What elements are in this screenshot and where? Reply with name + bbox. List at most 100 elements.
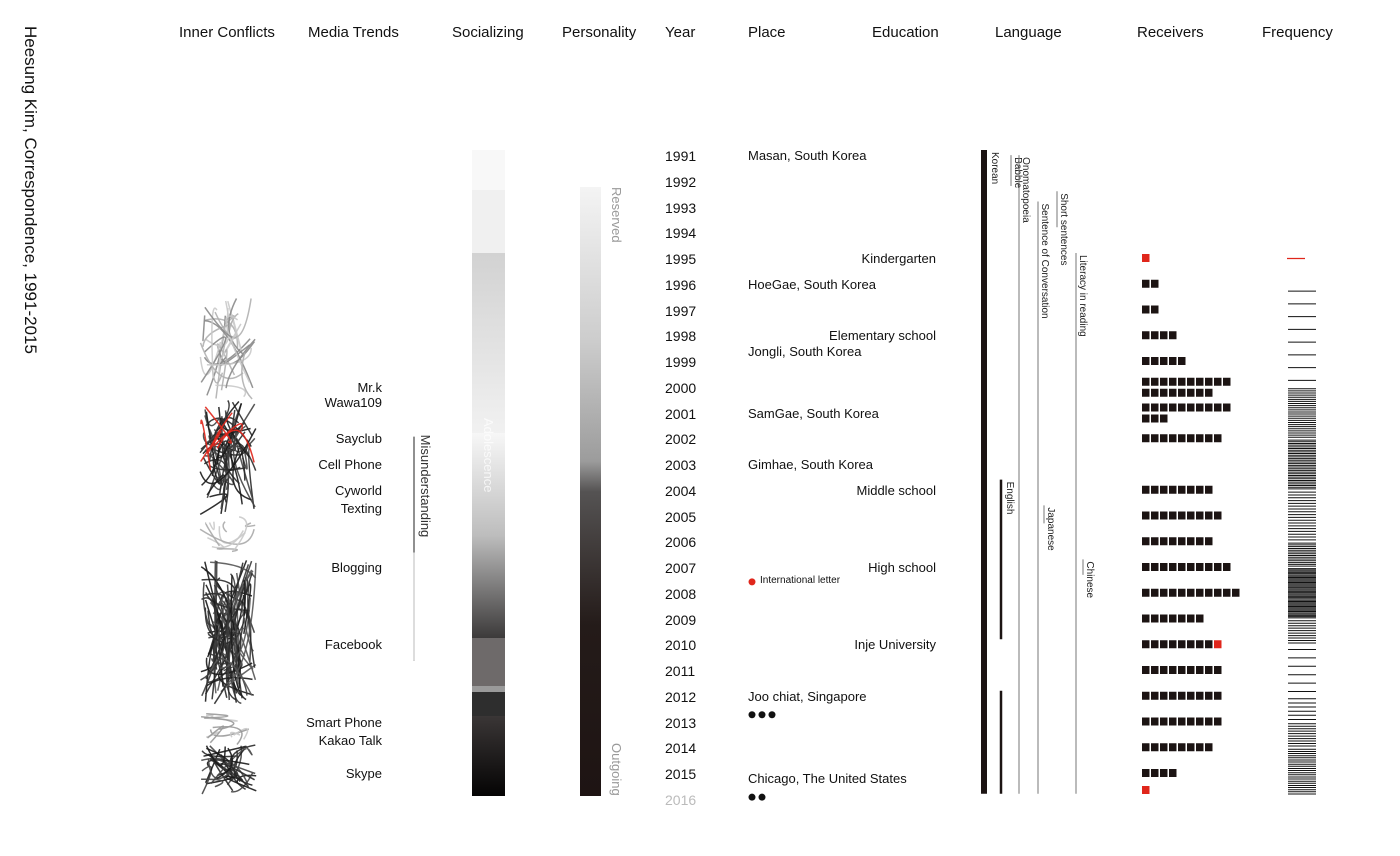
header-education: Education — [872, 24, 939, 41]
receiver-square — [1223, 563, 1231, 571]
inner-conflict-stroke — [202, 315, 206, 342]
inner-conflict-stroke — [212, 643, 228, 698]
receiver-square — [1142, 403, 1150, 412]
receiver-square — [1214, 434, 1222, 443]
receiver-square — [1214, 563, 1222, 571]
inner-conflict-stroke — [204, 712, 229, 719]
receiver-square — [1178, 537, 1186, 546]
receiver-square — [1196, 614, 1204, 623]
receiver-square — [1169, 614, 1177, 623]
receiver-square — [1187, 743, 1195, 752]
inner-conflict-stroke — [211, 307, 218, 379]
inner-conflict-stroke — [199, 342, 244, 380]
receiver-square — [1196, 377, 1204, 386]
receiver-square — [1178, 563, 1186, 571]
year-label: 1991 — [665, 148, 697, 164]
receiver-square — [1178, 434, 1186, 443]
year-label: 1994 — [665, 225, 697, 242]
inner-conflict-stroke — [228, 298, 244, 355]
inner-conflict-stroke — [215, 384, 247, 398]
receiver-square — [1160, 717, 1168, 726]
receiver-square — [1196, 434, 1204, 443]
receiver-square — [1214, 640, 1222, 649]
receiver-square — [1187, 537, 1195, 546]
receiver-square — [1169, 717, 1177, 726]
year-label: 2002 — [665, 431, 697, 448]
receiver-square — [1205, 691, 1213, 700]
receiver-square — [1142, 254, 1150, 262]
receiver-square — [1142, 640, 1150, 649]
receiver-square — [1214, 403, 1222, 412]
year-label: 2008 — [665, 585, 697, 602]
receiver-square — [1196, 691, 1204, 700]
language-label: Japanese — [1045, 507, 1056, 551]
year-label: 2013 — [665, 714, 697, 731]
inner-conflict-stroke — [202, 582, 214, 635]
inner-conflict-stroke — [216, 747, 234, 780]
inner-conflict-stroke — [205, 745, 226, 767]
receiver-square — [1214, 717, 1222, 726]
inner-conflict-stroke — [230, 575, 247, 701]
receiver-square — [1151, 563, 1159, 571]
socializing-block — [472, 433, 505, 638]
receiver-square — [1151, 357, 1159, 365]
receiver-square — [1151, 388, 1159, 397]
receiver-square — [1178, 717, 1186, 726]
receiver-square — [1151, 403, 1159, 412]
place-dot — [768, 711, 776, 719]
receiver-square — [1187, 511, 1195, 520]
receiver-square — [1196, 666, 1204, 674]
personality-bar — [580, 187, 601, 796]
receiver-square — [1169, 666, 1177, 674]
inner-conflict-stroke — [229, 731, 241, 738]
header-socializing: Socializing — [452, 24, 524, 41]
inner-conflict-stroke — [230, 744, 256, 788]
language-label: English — [1004, 482, 1015, 515]
receiver-square — [1169, 485, 1177, 494]
language-label: Babble — [1012, 157, 1023, 189]
receiver-square — [1160, 414, 1168, 423]
receiver-square — [1151, 537, 1159, 546]
receiver-square — [1160, 403, 1168, 412]
receiver-square — [1196, 485, 1204, 494]
receiver-square — [1178, 403, 1186, 412]
receiver-square — [1205, 485, 1213, 494]
receiver-square — [1214, 377, 1222, 386]
receiver-square — [1160, 691, 1168, 700]
receiver-square — [1151, 691, 1159, 700]
inner-conflict-stroke — [233, 516, 248, 551]
inner-conflict-stroke — [218, 526, 246, 544]
header-inner-conflicts: Inner Conflicts — [179, 24, 275, 41]
place-label: Gimhae, South Korea — [748, 457, 874, 472]
inner-conflict-stroke — [206, 347, 252, 366]
receiver-square — [1196, 640, 1204, 649]
place-label: Chicago, The United States — [748, 771, 907, 787]
year-label: 1992 — [665, 173, 697, 190]
misunderstanding-label: Misunderstanding — [418, 435, 433, 538]
receiver-square — [1169, 563, 1177, 571]
inner-conflict-stroke — [236, 774, 257, 783]
receiver-square — [1142, 279, 1150, 288]
language-label: Literacy in reading — [1077, 255, 1088, 337]
receiver-square — [1151, 769, 1159, 777]
socializing-block — [472, 253, 505, 433]
inner-conflict-stroke — [207, 725, 225, 744]
receiver-square — [1151, 279, 1159, 288]
year-label: 2010 — [665, 637, 697, 654]
inner-conflict-stroke — [219, 597, 251, 670]
receiver-square — [1205, 377, 1213, 386]
receiver-square — [1205, 743, 1213, 752]
inner-conflict-stroke — [220, 762, 255, 781]
receiver-square — [1169, 743, 1177, 752]
receiver-square — [1160, 666, 1168, 674]
inner-conflict-stroke — [211, 530, 244, 549]
receiver-square — [1178, 388, 1186, 397]
header-frequency: Frequency — [1262, 24, 1333, 41]
media-trend-label: Facebook — [324, 637, 382, 653]
inner-conflict-stroke — [230, 772, 254, 793]
receiver-square — [1214, 588, 1222, 597]
receiver-square — [1178, 511, 1186, 520]
socializing-block — [472, 692, 505, 716]
year-label: 2001 — [665, 405, 697, 422]
year-label: 1996 — [665, 276, 697, 293]
